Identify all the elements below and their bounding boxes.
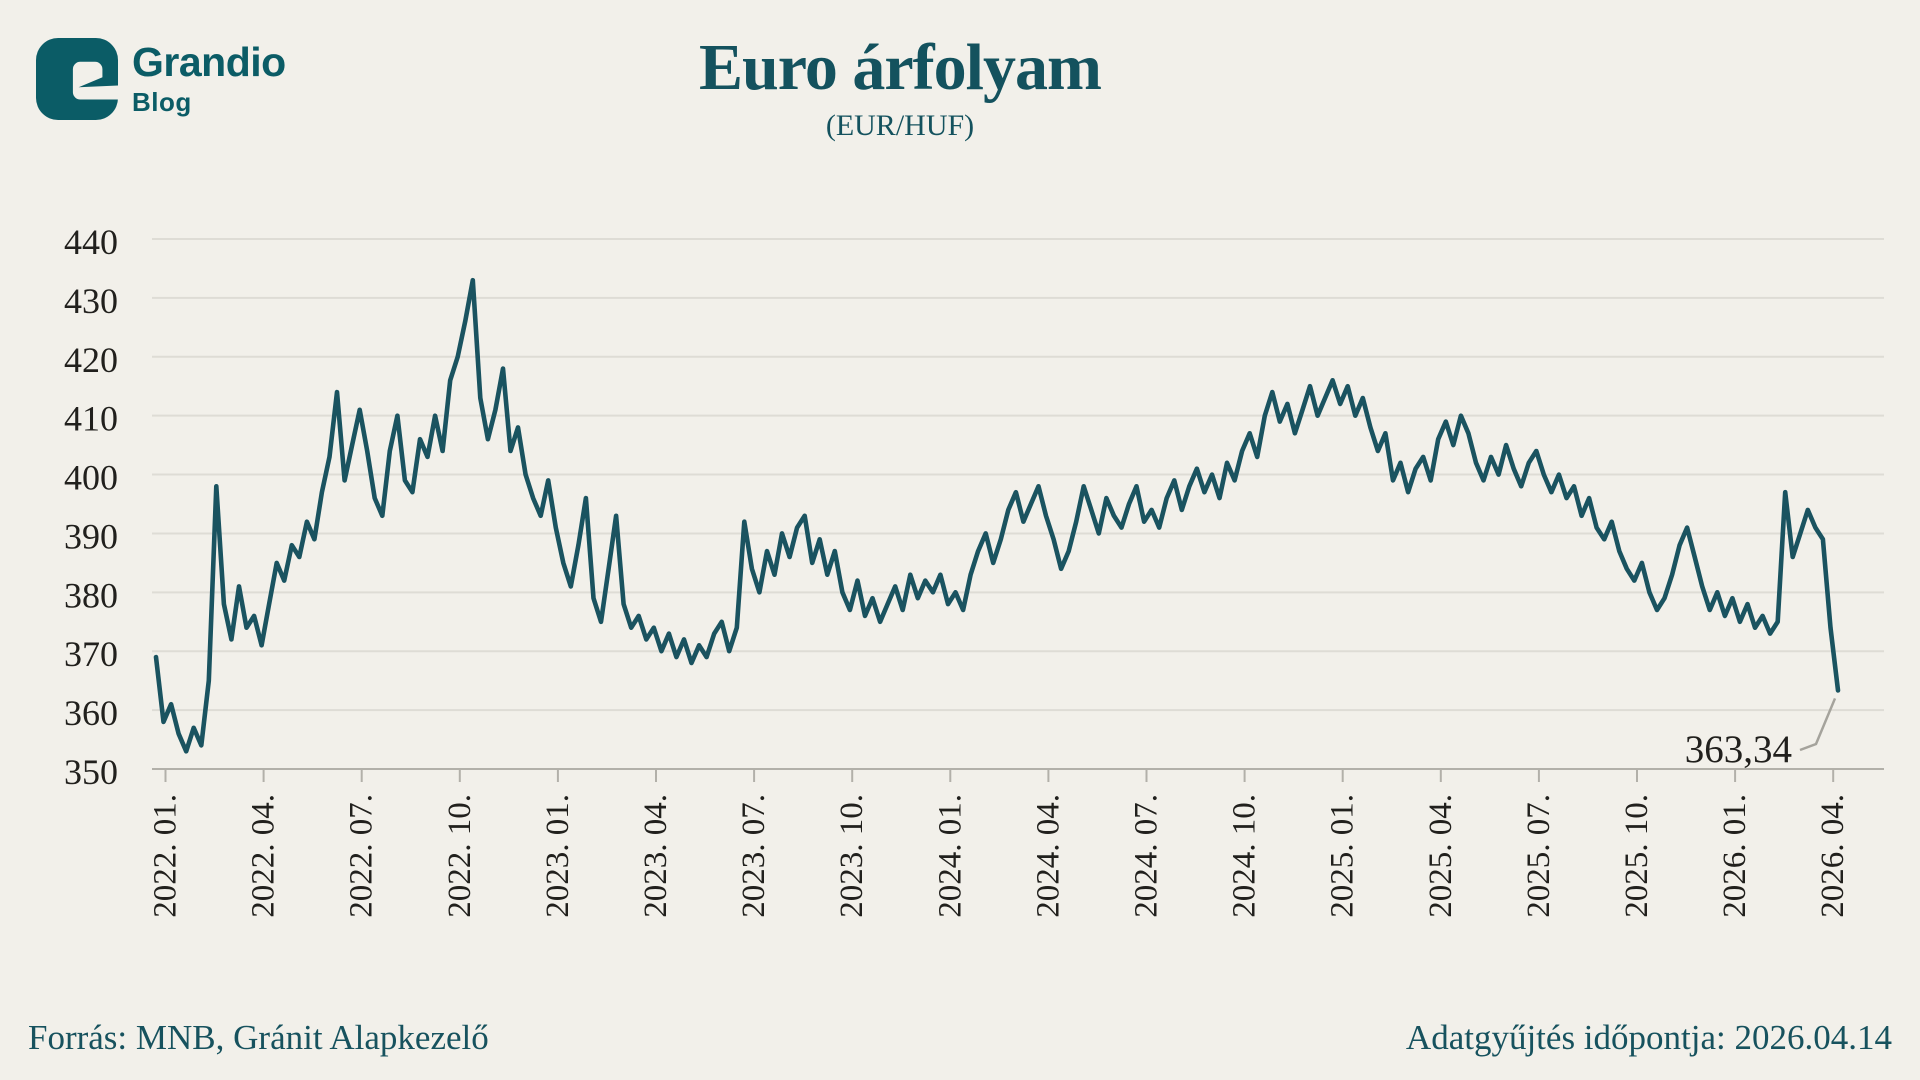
page-title: Euro árfolyam: [699, 31, 1102, 104]
x-tick-label-10: 2024. 07.: [1129, 794, 1165, 918]
brand-name: Grandio: [132, 39, 286, 85]
collection-date-note: Adatgyűjtés időpontja: 2026.04.14: [1405, 1018, 1892, 1057]
x-tick-label-8: 2024. 01.: [932, 794, 968, 918]
eur-huf-series-line: [153, 277, 1841, 754]
x-tick-label-14: 2025. 07.: [1521, 794, 1557, 918]
x-tick-label-13: 2025. 04.: [1423, 794, 1459, 918]
chart-header: Euro árfolyam (EUR/HUF): [0, 31, 1800, 143]
brand-tagline: Blog: [132, 87, 192, 117]
x-tick-label-7: 2023. 10.: [834, 794, 870, 918]
last-value-label: 363,34: [1685, 728, 1792, 771]
x-tick-label-0: 2022. 01.: [148, 794, 184, 918]
x-tick-label-15: 2025. 10.: [1619, 794, 1655, 918]
brand-wordmark: Grandio Blog: [132, 39, 286, 117]
y-tick-label-400: 400: [64, 458, 118, 498]
source-note: Forrás: MNB, Gránit Alapkezelő: [28, 1018, 489, 1057]
x-tick-label-4: 2023. 01.: [540, 794, 576, 918]
x-tick-label-12: 2025. 01.: [1325, 794, 1361, 918]
x-tick-label-9: 2024. 04.: [1030, 794, 1066, 918]
y-tick-label-420: 420: [64, 340, 118, 380]
y-tick-label-430: 430: [64, 281, 118, 321]
grandio-logo: Grandio Blog: [36, 38, 286, 120]
y-tick-label-380: 380: [64, 575, 118, 615]
x-tick-label-17: 2026. 04.: [1815, 794, 1851, 918]
x-tick-label-2: 2022. 07.: [344, 794, 380, 918]
y-tick-label-370: 370: [64, 634, 118, 674]
y-tick-label-440: 440: [64, 222, 118, 262]
x-tick-label-1: 2022. 04.: [246, 794, 282, 918]
x-tick-label-11: 2024. 10.: [1227, 794, 1263, 918]
x-tick-label-16: 2026. 01.: [1717, 794, 1753, 918]
y-tick-label-390: 390: [64, 516, 118, 556]
grandio-g-icon: [36, 38, 118, 120]
page-subtitle: (EUR/HUF): [825, 108, 975, 142]
y-tick-label-350: 350: [64, 752, 118, 792]
y-tick-label-410: 410: [64, 399, 118, 439]
x-tick-label-6: 2023. 07.: [736, 794, 772, 918]
y-tick-label-360: 360: [64, 693, 118, 733]
last-value-leader-line: [1799, 697, 1837, 752]
x-tick-label-5: 2023. 04.: [638, 794, 674, 918]
x-tick-label-3: 2022. 10.: [442, 794, 478, 918]
